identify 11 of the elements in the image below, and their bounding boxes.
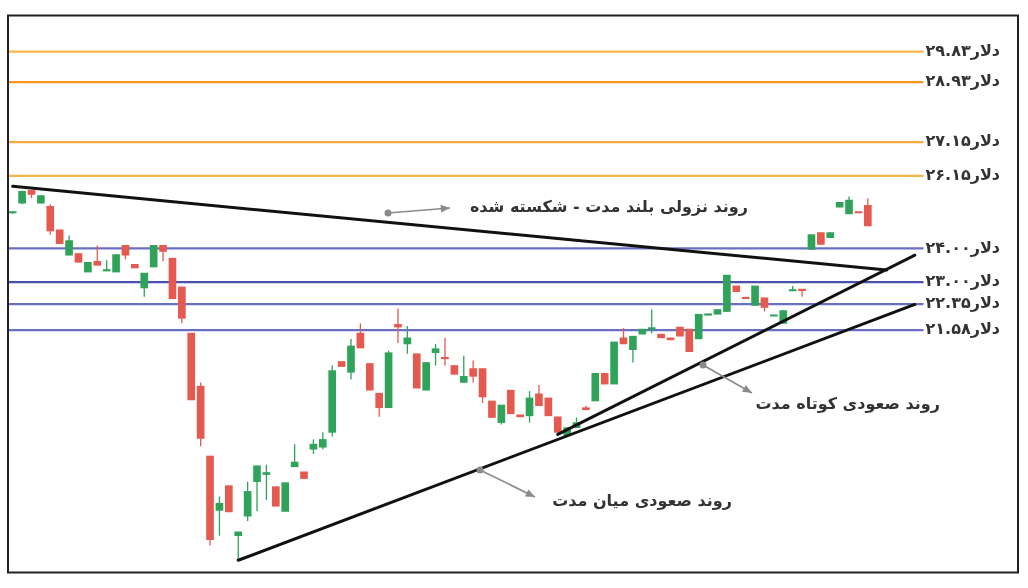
y-tick-label: ۲۴.۰۰دلار: [925, 237, 1001, 257]
y-tick-label: ۲۷.۱۵دلار: [925, 131, 1001, 151]
annotation: روند صعودی میان مدت: [552, 491, 732, 511]
y-tick-label: ۲۸.۹۳دلار: [925, 71, 1001, 91]
y-tick-label: ۲۶.۱۵دلار: [925, 165, 1001, 185]
annotation: روند صعودی کوتاه مدت: [755, 394, 940, 414]
annotation: روند نزولی بلند مدت - شکسته شده: [469, 197, 748, 217]
y-tick-label: ۲۳.۰۰دلار: [925, 271, 1001, 291]
y-tick-label: ۲۹.۸۳دلار: [925, 40, 1001, 60]
y-tick-label: ۲۱.۵۸دلار: [925, 319, 1001, 339]
y-tick-label: ۲۲.۳۵دلار: [925, 293, 1001, 313]
